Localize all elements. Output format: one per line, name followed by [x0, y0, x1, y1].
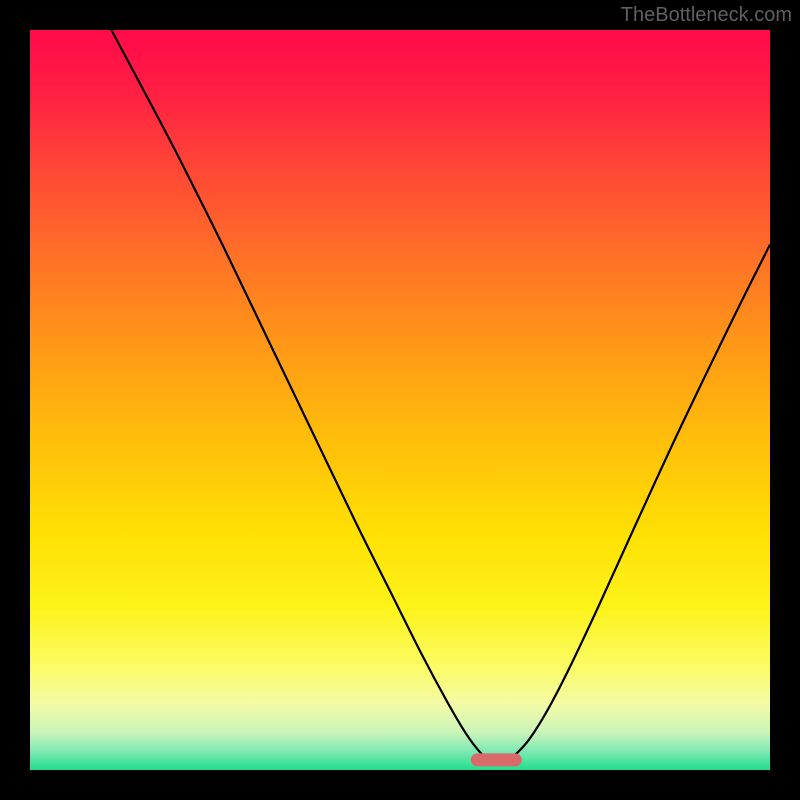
optimal-marker	[471, 753, 521, 766]
plot-area	[30, 30, 770, 770]
bottleneck-curve	[30, 30, 770, 770]
watermark-text: TheBottleneck.com	[621, 4, 792, 27]
